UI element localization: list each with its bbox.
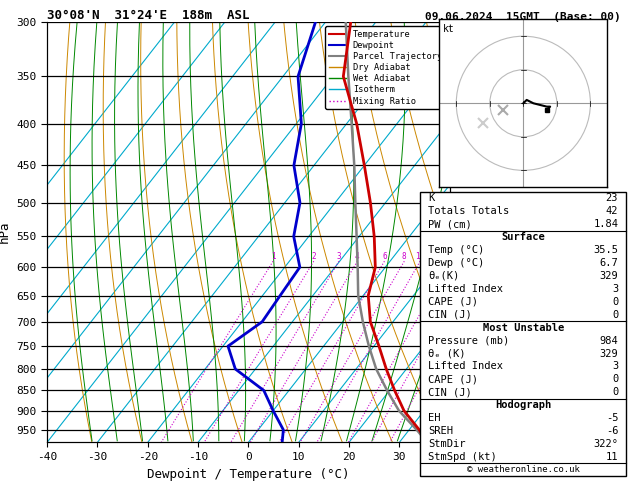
Text: 25: 25 — [484, 252, 493, 261]
Text: Pressure (mb): Pressure (mb) — [428, 336, 509, 346]
Text: -5: -5 — [606, 413, 618, 423]
Text: 20: 20 — [467, 252, 476, 261]
Text: Dewp (°C): Dewp (°C) — [428, 258, 485, 268]
Text: © weatheronline.co.uk: © weatheronline.co.uk — [467, 465, 580, 474]
Text: 0: 0 — [612, 374, 618, 384]
Text: 329: 329 — [599, 348, 618, 359]
Text: 2: 2 — [311, 252, 316, 261]
Text: 3: 3 — [612, 284, 618, 294]
Text: 23: 23 — [606, 193, 618, 204]
Text: 15: 15 — [445, 252, 454, 261]
Text: StmSpd (kt): StmSpd (kt) — [428, 452, 497, 462]
Text: Lifted Index: Lifted Index — [428, 284, 503, 294]
Text: 8: 8 — [402, 252, 406, 261]
Text: 0: 0 — [612, 387, 618, 397]
Text: SREH: SREH — [428, 426, 454, 436]
Text: θₑ (K): θₑ (K) — [428, 348, 466, 359]
Text: 329: 329 — [599, 271, 618, 281]
Text: Totals Totals: Totals Totals — [428, 207, 509, 216]
Text: K: K — [428, 193, 435, 204]
Text: CAPE (J): CAPE (J) — [428, 297, 479, 307]
Text: CIN (J): CIN (J) — [428, 310, 472, 320]
Text: 6: 6 — [382, 252, 387, 261]
X-axis label: Dewpoint / Temperature (°C): Dewpoint / Temperature (°C) — [147, 468, 350, 481]
Text: Hodograph: Hodograph — [495, 400, 552, 410]
Text: 984: 984 — [599, 336, 618, 346]
Text: 1: 1 — [270, 252, 276, 261]
Text: 1.84: 1.84 — [593, 219, 618, 229]
Text: kt: kt — [443, 24, 455, 35]
Text: 0: 0 — [612, 310, 618, 320]
Text: 10: 10 — [416, 252, 425, 261]
Text: Most Unstable: Most Unstable — [482, 323, 564, 332]
Text: Surface: Surface — [501, 232, 545, 242]
Text: PW (cm): PW (cm) — [428, 219, 472, 229]
Text: 3: 3 — [612, 362, 618, 371]
Y-axis label: hPa: hPa — [0, 221, 11, 243]
Text: θₑ(K): θₑ(K) — [428, 271, 460, 281]
Text: Lifted Index: Lifted Index — [428, 362, 503, 371]
Text: 09.06.2024  15GMT  (Base: 00): 09.06.2024 15GMT (Base: 00) — [425, 12, 621, 22]
Text: StmDir: StmDir — [428, 439, 466, 449]
Text: EH: EH — [428, 413, 441, 423]
Text: Temp (°C): Temp (°C) — [428, 245, 485, 255]
Y-axis label: km
ASL: km ASL — [482, 232, 502, 254]
Text: 11: 11 — [606, 452, 618, 462]
Text: 3: 3 — [337, 252, 341, 261]
Text: 42: 42 — [606, 207, 618, 216]
Text: CAPE (J): CAPE (J) — [428, 374, 479, 384]
Text: 30°08'N  31°24'E  188m  ASL: 30°08'N 31°24'E 188m ASL — [47, 9, 250, 22]
Text: 6.7: 6.7 — [599, 258, 618, 268]
Text: 35.5: 35.5 — [593, 245, 618, 255]
Text: 322°: 322° — [593, 439, 618, 449]
Text: CIN (J): CIN (J) — [428, 387, 472, 397]
Legend: Temperature, Dewpoint, Parcel Trajectory, Dry Adiabat, Wet Adiabat, Isotherm, Mi: Temperature, Dewpoint, Parcel Trajectory… — [325, 26, 445, 109]
Text: 4: 4 — [355, 252, 360, 261]
Text: 0: 0 — [612, 297, 618, 307]
Text: -6: -6 — [606, 426, 618, 436]
